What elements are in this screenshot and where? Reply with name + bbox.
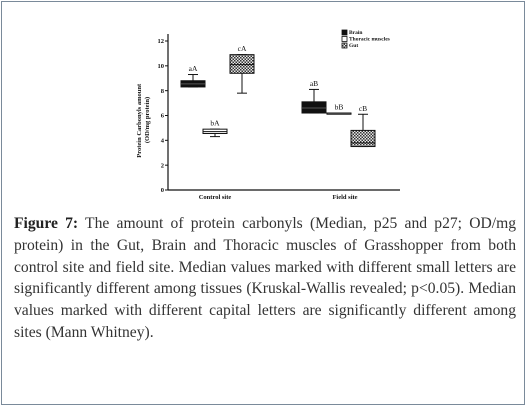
legend-label: Gut bbox=[349, 43, 358, 49]
y-axis-label: Protein Carbonyls amount (OD/mg protein) bbox=[136, 82, 151, 158]
box-brain-field: aB bbox=[301, 79, 327, 114]
significance-label: aA bbox=[189, 64, 198, 73]
box-brain-control: aA bbox=[180, 64, 206, 88]
boxes: aA aB bA bB cA cB bbox=[180, 44, 376, 148]
box-thoracic-muscles-control: bA bbox=[202, 119, 228, 138]
legend-swatch bbox=[341, 42, 348, 49]
figure-caption: Figure 7: The amount of protein carbonyl… bbox=[14, 213, 516, 344]
box-gut-field: cB bbox=[350, 104, 376, 148]
figure-label: Figure 7: bbox=[14, 215, 79, 232]
y-ticks: 0 2 4 6 8 10 12 bbox=[158, 38, 168, 194]
x-category-label: Field site bbox=[332, 194, 357, 201]
box-iqr bbox=[350, 129, 376, 148]
x-category-label: Control site bbox=[199, 194, 232, 201]
legend-swatch bbox=[341, 29, 348, 36]
box-thoracic-muscles-field: bB bbox=[326, 103, 352, 115]
box-gut-control: cA bbox=[229, 44, 255, 94]
legend-label: Thoracic muscles bbox=[349, 37, 390, 43]
y-tick-label: 10 bbox=[158, 63, 165, 70]
y-tick-label: 0 bbox=[161, 187, 164, 194]
legend-label: Brain bbox=[349, 30, 362, 36]
significance-label: bA bbox=[210, 119, 220, 128]
caption-text: The amount of protein carbonyls (Median,… bbox=[14, 215, 517, 341]
axes bbox=[167, 34, 400, 191]
box-iqr bbox=[301, 101, 327, 114]
y-tick-label: 6 bbox=[161, 113, 165, 120]
y-tick-label: 12 bbox=[158, 38, 165, 45]
significance-label: cA bbox=[238, 44, 247, 53]
box-plot-chart: 0 2 4 6 8 10 12 Control site Field site aA aB bA b… bbox=[136, 29, 400, 201]
significance-label: aB bbox=[310, 79, 318, 88]
y-tick-label: 2 bbox=[161, 162, 164, 169]
y-tick-label: 4 bbox=[161, 138, 165, 145]
box-iqr bbox=[229, 54, 255, 74]
significance-label: cB bbox=[359, 104, 367, 113]
legend-swatch bbox=[341, 36, 348, 42]
x-categories: Control site Field site bbox=[199, 194, 358, 201]
significance-label: bB bbox=[335, 103, 344, 112]
y-tick-label: 8 bbox=[161, 88, 165, 95]
